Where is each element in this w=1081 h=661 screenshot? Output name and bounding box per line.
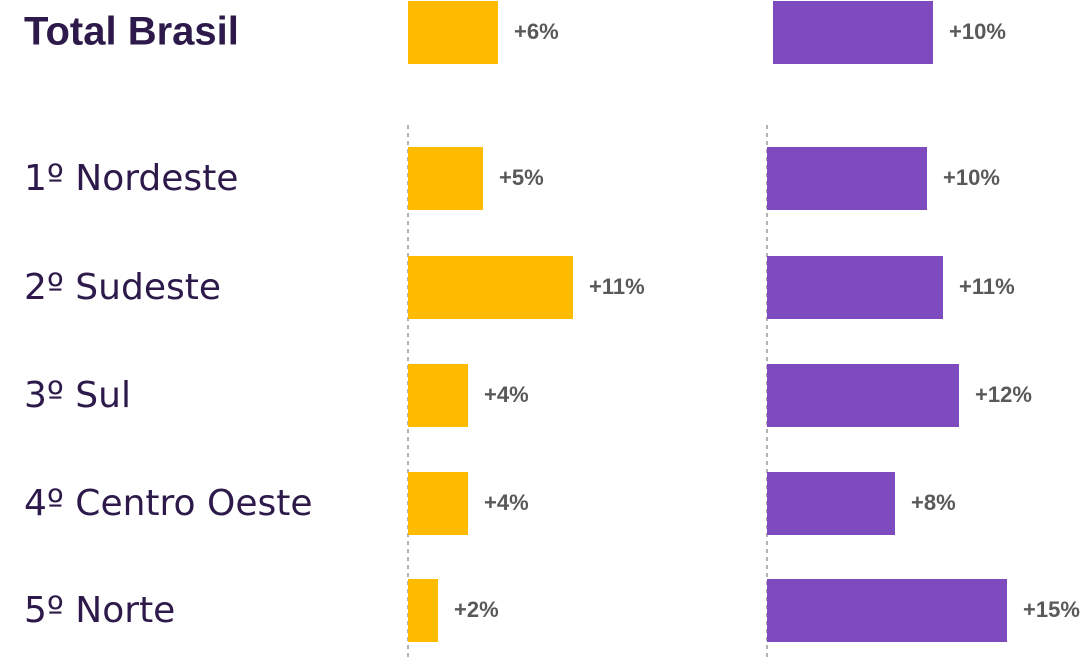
value-label: +11% bbox=[589, 274, 645, 299]
category-label: Total Brasil bbox=[24, 10, 239, 54]
bar bbox=[408, 256, 573, 319]
category-label: 4º Centro Oeste bbox=[24, 483, 313, 524]
value-label: +12% bbox=[975, 382, 1032, 407]
bar bbox=[408, 472, 468, 535]
bar bbox=[773, 1, 933, 64]
bar bbox=[767, 472, 895, 535]
bar bbox=[767, 579, 1007, 642]
bar bbox=[408, 1, 498, 64]
value-label: +10% bbox=[943, 165, 1000, 190]
value-label: +15% bbox=[1023, 597, 1080, 622]
value-label: +11% bbox=[959, 274, 1015, 299]
category-label: 1º Nordeste bbox=[24, 158, 238, 199]
category-label: 3º Sul bbox=[24, 375, 131, 416]
value-label: +4% bbox=[484, 382, 529, 407]
value-label: +4% bbox=[484, 490, 529, 515]
value-label: +5% bbox=[499, 165, 544, 190]
bar bbox=[767, 364, 959, 427]
value-label: +10% bbox=[949, 19, 1006, 44]
category-label: 5º Norte bbox=[24, 590, 175, 631]
category-label: 2º Sudeste bbox=[24, 267, 221, 308]
value-label: +8% bbox=[911, 490, 956, 515]
value-label: +2% bbox=[454, 597, 499, 622]
bar bbox=[767, 147, 927, 210]
value-label: +6% bbox=[514, 19, 559, 44]
bar bbox=[408, 147, 483, 210]
bar bbox=[767, 256, 943, 319]
bar bbox=[408, 579, 438, 642]
bar bbox=[408, 364, 468, 427]
